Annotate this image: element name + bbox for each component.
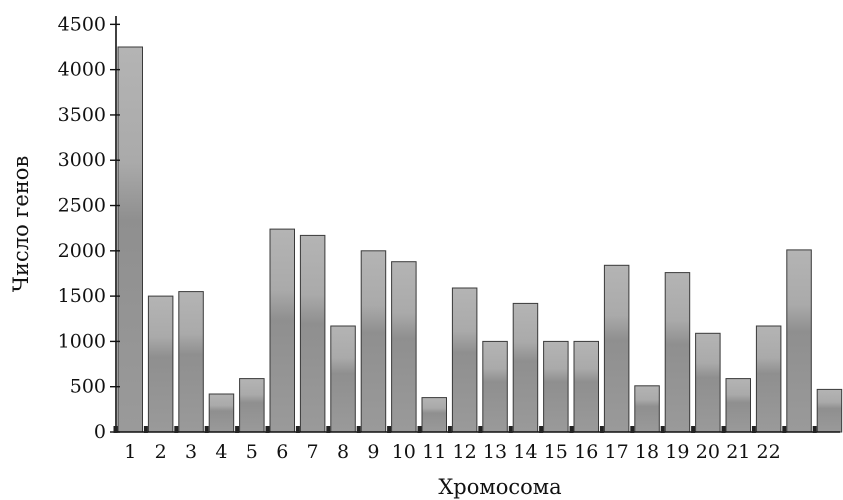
bar-2	[147, 295, 174, 433]
bar-22	[755, 325, 782, 433]
y-tick-label-1500: 1500	[58, 285, 106, 307]
bar-20	[695, 332, 721, 433]
bar-4	[208, 393, 235, 433]
x-tick-10	[417, 426, 422, 433]
x-tick-20	[721, 426, 726, 433]
x-tick-label-9: 9	[367, 441, 379, 463]
x-tick-18	[660, 426, 665, 433]
bar-17	[603, 264, 630, 433]
bar-5	[239, 378, 265, 433]
x-tick-21	[751, 426, 756, 433]
x-tick-label-15: 15	[544, 441, 568, 463]
x-tick-11	[447, 426, 452, 433]
x-tick-5	[265, 426, 270, 433]
x-tick-9	[387, 426, 392, 433]
bar-9	[360, 250, 387, 433]
x-tick-label-13: 13	[483, 441, 507, 463]
x-tick-label-12: 12	[453, 441, 477, 463]
y-axis-title: Число генов	[9, 156, 33, 293]
x-tick-label-19: 19	[665, 441, 689, 463]
y-tick-label-3500: 3500	[58, 104, 106, 126]
x-tick-label-14: 14	[513, 441, 537, 463]
x-tick-label-10: 10	[392, 441, 416, 463]
x-tick-7	[326, 426, 331, 433]
axes	[110, 16, 840, 433]
x-tick-label-6: 6	[276, 441, 288, 463]
x-tick-label-3: 3	[185, 441, 197, 463]
x-tick-label-1: 1	[124, 441, 136, 463]
x-tick-14	[539, 426, 544, 433]
x-tick-label-20: 20	[696, 441, 720, 463]
y-tick-label-3000: 3000	[58, 149, 106, 171]
bar-10	[391, 261, 417, 433]
bar-12	[451, 287, 478, 433]
bar-18	[634, 385, 660, 433]
bar-24	[816, 388, 843, 433]
bar-6	[269, 228, 295, 433]
x-tick-label-11: 11	[422, 441, 446, 463]
x-tick-8	[356, 426, 361, 433]
y-tick-label-500: 500	[70, 376, 106, 398]
bar-1	[117, 46, 143, 433]
bar-7	[299, 234, 326, 433]
bar-3	[178, 291, 204, 433]
bar-11	[421, 397, 447, 433]
x-tick-15	[569, 426, 574, 433]
x-tick-2	[174, 426, 179, 433]
bar-19	[664, 272, 691, 433]
x-tick-label-17: 17	[605, 441, 629, 463]
y-tick-label-0: 0	[94, 421, 106, 443]
x-tick-13	[508, 426, 513, 433]
x-tick-4	[235, 426, 240, 433]
bar-8	[330, 325, 356, 433]
bar-23	[786, 249, 812, 433]
bar-14	[512, 302, 539, 433]
x-tick-label-18: 18	[635, 441, 659, 463]
x-tick-0	[113, 426, 118, 433]
bar-15	[543, 340, 569, 433]
x-tick-label-4: 4	[215, 441, 227, 463]
x-tick-label-8: 8	[337, 441, 349, 463]
x-tick-label-2: 2	[155, 441, 167, 463]
x-tick-label-21: 21	[726, 441, 750, 463]
x-tick-3	[204, 426, 209, 433]
y-tick-label-2500: 2500	[58, 195, 106, 217]
x-tick-6	[295, 426, 300, 433]
y-tick-label-4000: 4000	[58, 59, 106, 81]
y-tick-label-4500: 4500	[58, 13, 106, 35]
x-tick-19	[691, 426, 696, 433]
x-tick-1	[143, 426, 148, 433]
bar-16	[573, 340, 599, 433]
x-tick-label-16: 16	[574, 441, 598, 463]
x-tick-label-5: 5	[246, 441, 258, 463]
x-tick-16	[599, 426, 604, 433]
x-tick-label-7: 7	[307, 441, 319, 463]
x-tick-12	[478, 426, 483, 433]
x-tick-label-22: 22	[757, 441, 781, 463]
x-tick-23	[812, 426, 817, 433]
x-axis-title: Хромосома	[438, 475, 561, 499]
y-tick-label-1000: 1000	[58, 330, 106, 352]
bar-21	[725, 378, 751, 433]
bar-13	[482, 340, 508, 433]
x-tick-22	[782, 426, 787, 433]
bars	[117, 46, 843, 433]
y-tick-label-2000: 2000	[58, 240, 106, 262]
x-tick-17	[630, 426, 635, 433]
